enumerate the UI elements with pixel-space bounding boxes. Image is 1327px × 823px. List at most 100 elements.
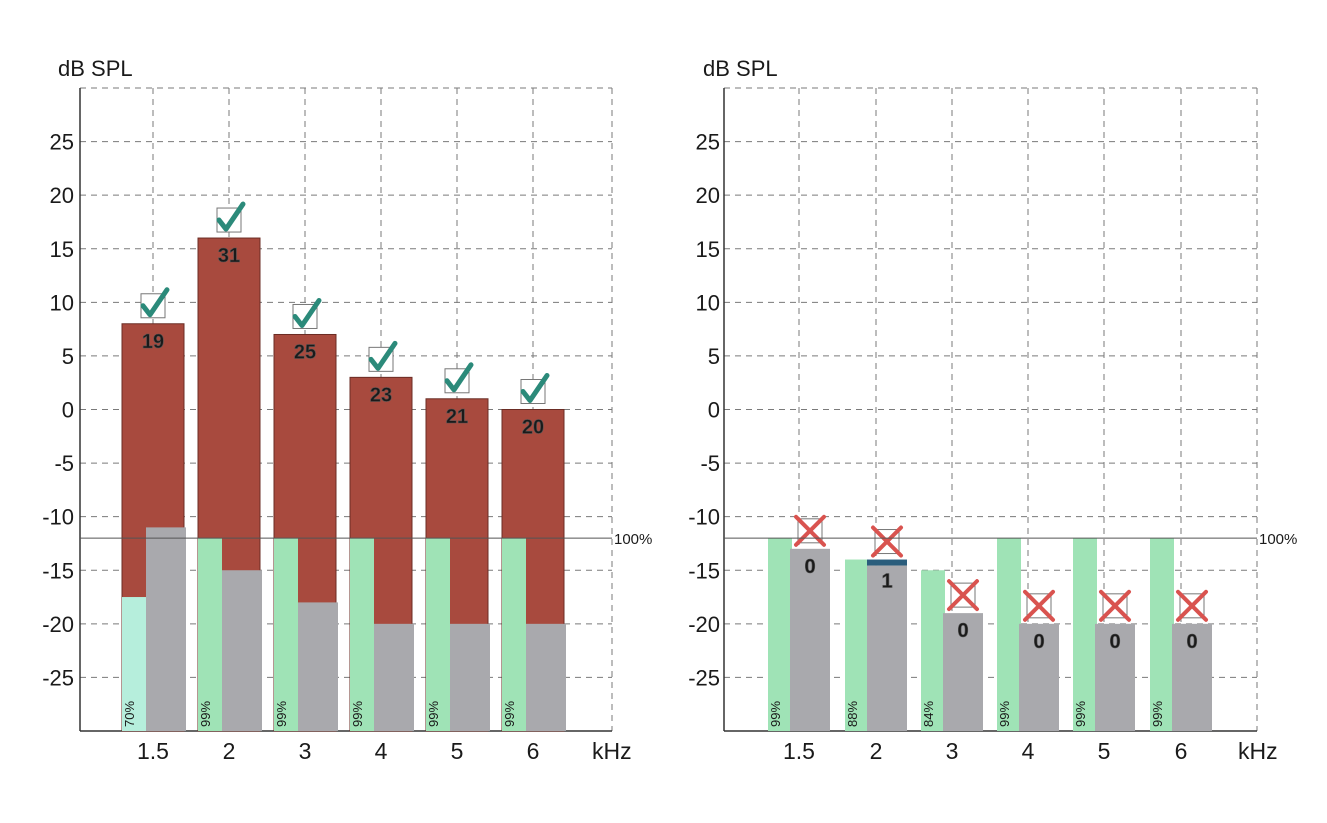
reliability-pct-label: 99% <box>350 701 365 727</box>
snr-label: 0 <box>804 556 815 578</box>
reliability-pct-label: 99% <box>1150 701 1165 727</box>
y-tick-label: 5 <box>62 344 74 369</box>
chart-panel-2: 99% 0 1.5 88% 1 2 84% 0 3 99% 0 4 99% 0 5 99% 0 6 100% 25 20… <box>688 56 1297 764</box>
x-tick-label: 6 <box>1175 738 1188 764</box>
reliability-pct-label: 99% <box>1073 701 1088 727</box>
noise-bar <box>146 527 186 731</box>
reliability-bar-front <box>122 597 146 731</box>
snr-label: 0 <box>1109 631 1120 653</box>
snr-label: 25 <box>294 341 316 363</box>
noise-bar <box>526 623 566 731</box>
y-tick-label: -15 <box>688 558 720 583</box>
cross-icon <box>1023 589 1055 622</box>
signal-bar <box>867 559 907 566</box>
y-tick-label: 25 <box>696 130 720 155</box>
noise-bar <box>450 623 490 731</box>
noise-bar <box>790 548 830 731</box>
noise-bar <box>374 623 414 731</box>
x-axis-title: kHz <box>592 738 632 764</box>
reliability-pct-label: 99% <box>426 701 441 727</box>
snr-label: 1 <box>881 571 892 593</box>
y-tick-label: -5 <box>700 451 720 476</box>
snr-label: 31 <box>218 245 240 267</box>
x-tick-label: 3 <box>299 738 312 764</box>
chart-panel-1: 70% 19 1.5 99% 31 2 99% 25 3 99% 23 4 99% 21 5 99% 20 6 10… <box>42 56 652 764</box>
y-tick-label: 20 <box>50 183 74 208</box>
y-tick-label: 10 <box>696 290 720 315</box>
snr-label: 0 <box>1186 631 1197 653</box>
reliability-pct-label: 99% <box>274 701 289 727</box>
reliability-pct-label: 84% <box>921 701 936 727</box>
x-tick-label: 2 <box>223 738 236 764</box>
y-tick-label: -25 <box>688 665 720 690</box>
reliability-pct-label: 99% <box>502 701 517 727</box>
reliability-bar <box>921 570 945 731</box>
y-axis-title: dB SPL <box>58 56 133 81</box>
cross-icon <box>794 514 826 547</box>
snr-label: 0 <box>1033 631 1044 653</box>
reliability-pct-label: 99% <box>997 701 1012 727</box>
reliability-bar <box>1073 538 1097 731</box>
y-tick-label: 25 <box>50 130 74 155</box>
snr-label: 20 <box>522 417 544 439</box>
reliability-bar-front <box>350 538 374 731</box>
reliability-pct-label: 88% <box>845 701 860 727</box>
y-tick-label: -10 <box>688 505 720 530</box>
reliability-bar <box>768 538 792 731</box>
x-tick-label: 4 <box>1022 738 1035 764</box>
reliability-bar <box>1150 538 1174 731</box>
noise-bar <box>867 565 907 731</box>
check-icon <box>292 297 322 328</box>
x-tick-label: 4 <box>375 738 388 764</box>
noise-bar <box>222 570 262 731</box>
reliability-pct-label: 99% <box>768 701 783 727</box>
y-tick-label: 5 <box>708 344 720 369</box>
y-axis-title: dB SPL <box>703 56 778 81</box>
x-tick-label: 5 <box>451 738 464 764</box>
check-icon <box>216 201 246 232</box>
reliability-pct-label: 70% <box>122 701 137 727</box>
snr-label: 21 <box>446 406 468 428</box>
snr-label: 19 <box>142 331 164 353</box>
y-tick-label: -20 <box>42 612 74 637</box>
reliability-bar-front <box>274 538 298 731</box>
y-tick-label: -20 <box>688 612 720 637</box>
x-tick-label: 5 <box>1098 738 1111 764</box>
cross-icon <box>871 525 903 558</box>
reliability-bar-front <box>502 538 526 731</box>
noise-bar <box>1095 623 1135 731</box>
noise-bar <box>943 613 983 731</box>
reliability-bar-front <box>426 538 450 731</box>
snr-label: 23 <box>370 384 392 406</box>
x-tick-label: 2 <box>870 738 883 764</box>
y-tick-label: 0 <box>708 398 720 423</box>
reliability-bar-front <box>198 538 222 731</box>
y-tick-label: -5 <box>54 451 74 476</box>
x-tick-label: 3 <box>946 738 959 764</box>
y-tick-label: -25 <box>42 665 74 690</box>
x-axis-title: kHz <box>1238 738 1278 764</box>
y-tick-label: 0 <box>62 398 74 423</box>
x-tick-label: 6 <box>527 738 540 764</box>
y-tick-label: 20 <box>696 183 720 208</box>
y-tick-label: -15 <box>42 558 74 583</box>
x-tick-label: 1.5 <box>137 738 169 764</box>
cross-icon <box>947 579 979 612</box>
check-icon <box>520 373 550 403</box>
y-tick-label: 15 <box>696 237 720 262</box>
snr-label: 0 <box>957 620 968 642</box>
reliability-bar <box>845 559 869 731</box>
noise-bar <box>1019 623 1059 731</box>
y-tick-label: 10 <box>50 290 74 315</box>
check-icon <box>140 287 170 318</box>
check-icon <box>368 340 398 371</box>
cross-icon <box>1099 589 1131 622</box>
noise-bar <box>298 602 338 731</box>
y-tick-label: -10 <box>42 505 74 530</box>
reliability-pct-label: 99% <box>198 701 213 727</box>
reliability-bar <box>997 538 1021 731</box>
cross-icon <box>1176 589 1208 622</box>
x-tick-label: 1.5 <box>783 738 815 764</box>
reference-label: 100% <box>614 531 652 548</box>
